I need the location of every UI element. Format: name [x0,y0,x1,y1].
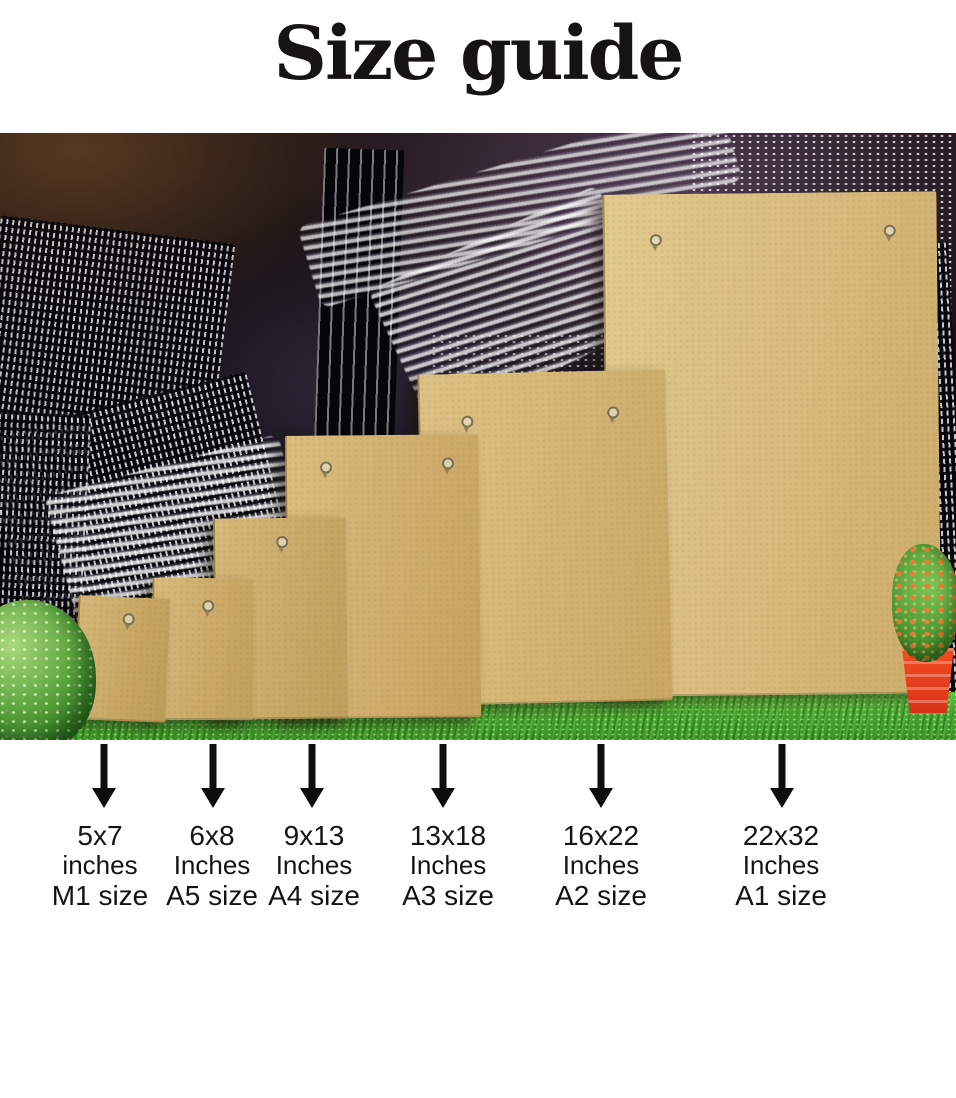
page-title: Size guide [273,11,685,97]
size-dimensions: 6x8 [189,820,235,851]
product-photo [0,133,956,740]
down-arrow-icon [91,744,117,808]
d-ring-hanger-icon [649,234,661,251]
size-label-9x13: 9x13 Inches A4 size [239,820,389,911]
size-name: A4 size [268,880,360,911]
flower-plant [886,544,956,740]
d-ring-hanger-icon [441,457,453,474]
size-dimensions: 5x7 [77,820,123,851]
down-arrow-icon [299,744,325,808]
size-name: A5 size [166,880,258,911]
size-label-5x7: 5x7 inches M1 size [25,820,175,911]
down-arrow-icon [430,744,456,808]
d-ring-hanger-icon [201,600,213,617]
d-ring-hanger-icon [121,613,134,630]
down-arrow-icon [200,744,226,808]
size-unit: Inches [742,850,820,880]
size-dimensions: 22x32 [742,820,820,851]
size-unit: Inches [173,850,251,880]
size-label-22x32: 22x32 Inches A1 size [706,820,856,911]
down-arrow-icon [588,744,614,808]
d-ring-hanger-icon [275,536,287,553]
down-arrow-icon [769,744,795,808]
size-unit: Inches [275,850,353,880]
size-dimensions: 13x18 [409,820,487,851]
size-unit: Inches [409,850,487,880]
size-label-6x8: 6x8 Inches A5 size [137,820,287,911]
size-name: A3 size [402,880,494,911]
d-ring-hanger-icon [460,416,472,433]
d-ring-hanger-icon [606,406,618,423]
d-ring-hanger-icon [883,225,895,242]
d-ring-hanger-icon [319,461,331,478]
size-label-13x18: 13x18 Inches A3 size [373,820,523,911]
size-name: A2 size [555,880,647,911]
size-dimensions: 16x22 [562,820,640,851]
size-name: M1 size [51,880,149,911]
size-unit: inches [62,850,138,880]
size-unit: Inches [562,850,640,880]
orange-flowers [892,544,956,662]
size-dimensions: 9x13 [283,820,345,851]
size-label-16x22: 16x22 Inches A2 size [526,820,676,911]
size-name: A1 size [735,880,827,911]
